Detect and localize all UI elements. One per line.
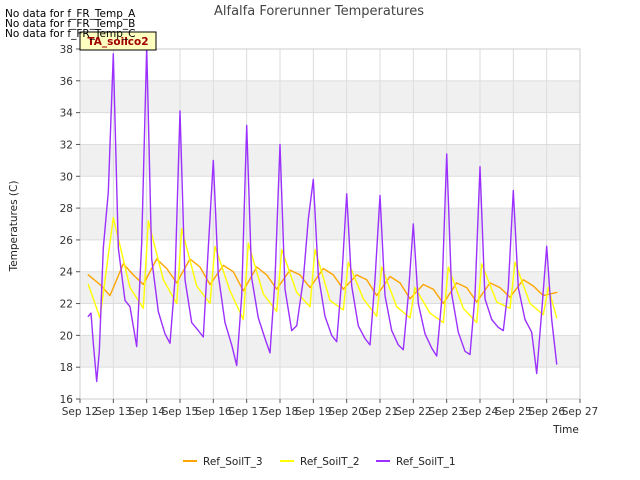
x-axis-label: Time — [552, 424, 579, 436]
x-tick-label: Sep 14 — [128, 406, 165, 418]
annotation-box-label: TA_soilco2 — [87, 36, 148, 48]
y-axis-ticks: 16 18 20 22 24 26 28 30 32 34 36 38 — [60, 44, 80, 406]
y-tick-label: 24 — [60, 267, 74, 279]
series-line-ref-soilt-3 — [87, 258, 558, 305]
y-axis-label: Temperatures (C) — [8, 181, 20, 273]
y-tick-label: 36 — [60, 76, 74, 88]
x-tick-label: Sep 27 — [562, 406, 599, 418]
x-tick-label: Sep 16 — [195, 406, 232, 418]
plot-band — [80, 335, 580, 368]
x-tick-label: Sep 24 — [462, 406, 499, 418]
no-data-message-a: No data for f_FR_Temp_A — [5, 8, 136, 20]
series-layer — [87, 46, 558, 383]
x-tick-label: Sep 18 — [262, 406, 299, 418]
y-tick-label: 30 — [60, 171, 73, 183]
y-tick-label: 28 — [60, 203, 73, 215]
legend-label-ref-soilt-1: Ref_SoilT_1 — [396, 456, 456, 468]
x-tick-label: Sep 17 — [228, 406, 265, 418]
y-tick-label: 22 — [60, 299, 73, 311]
x-tick-label: Sep 15 — [162, 406, 199, 418]
x-tick-label: Sep 13 — [95, 406, 132, 418]
legend-label-ref-soilt-2: Ref_SoilT_2 — [300, 456, 360, 468]
legend: Ref_SoilT_3 Ref_SoilT_2 Ref_SoilT_1 — [183, 456, 456, 468]
annotation-box: TA_soilco2 — [79, 31, 157, 51]
plot-frame — [79, 48, 581, 400]
plot-band — [80, 144, 580, 177]
x-tick-label: Sep 12 — [62, 406, 99, 418]
y-tick-label: 16 — [60, 394, 74, 406]
chart-title: Alfalfa Forerunner Temperatures — [214, 4, 424, 19]
plot-bands — [80, 80, 580, 368]
x-tick-label: Sep 25 — [495, 406, 532, 418]
y-tick-label: 32 — [60, 139, 73, 151]
y-tick-label: 34 — [60, 108, 74, 120]
plot-band — [80, 80, 580, 113]
x-tick-label: Sep 20 — [328, 406, 365, 418]
y-tick-label: 18 — [60, 362, 73, 374]
x-tick-label: Sep 26 — [528, 406, 565, 418]
legend-label-ref-soilt-3: Ref_SoilT_3 — [203, 456, 263, 468]
no-data-message-b: No data for f_FR_Temp_B — [5, 18, 136, 30]
x-tick-label: Sep 19 — [295, 406, 332, 418]
no-data-message-c: No data for f_FR_Temp_C — [5, 28, 136, 40]
series-line-ref-soilt-1 — [87, 46, 558, 383]
y-tick-label: 26 — [60, 235, 74, 247]
x-tick-label: Sep 21 — [362, 406, 399, 418]
series-line-ref-soilt-2 — [87, 216, 558, 324]
x-tick-label: Sep 23 — [428, 406, 465, 418]
gridlines — [79, 48, 581, 400]
annotation-box-frame — [79, 31, 157, 51]
y-tick-label: 38 — [60, 44, 73, 56]
x-tick-label: Sep 22 — [395, 406, 432, 418]
plot-band — [80, 208, 580, 240]
y-tick-label: 20 — [60, 330, 73, 342]
